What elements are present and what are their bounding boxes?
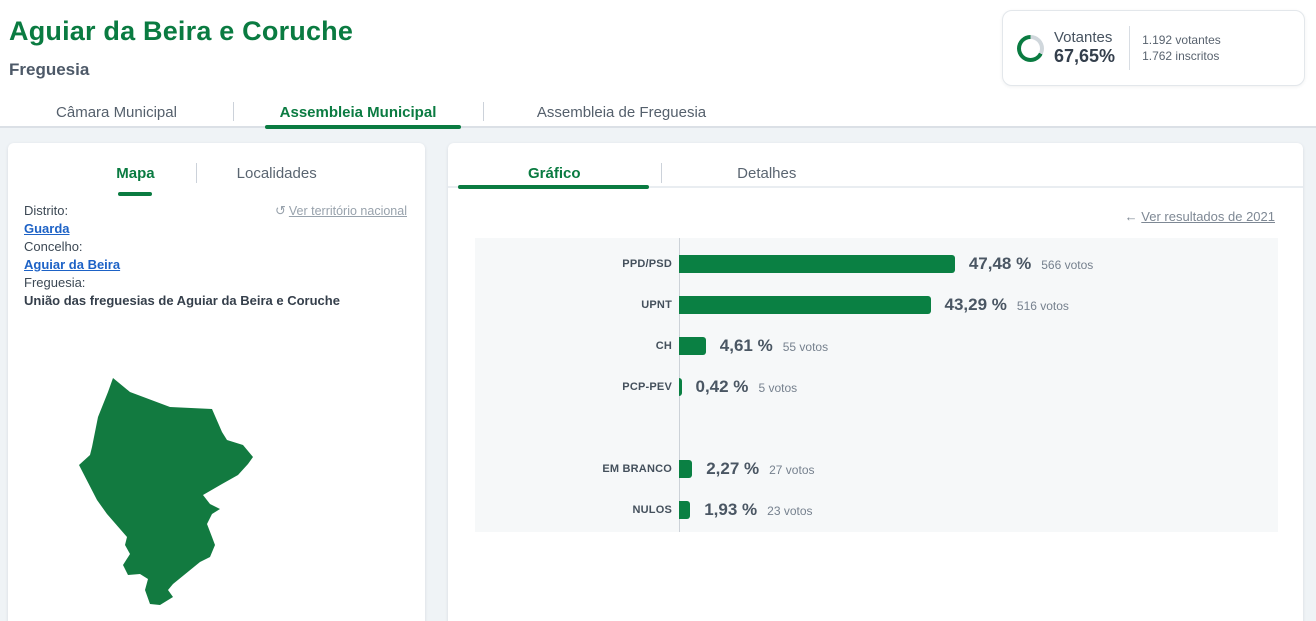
chart-rows: PPD/PSD 47,48 % 566 votos UPNT 43,29 % 516 vo… xyxy=(475,243,1278,530)
bar-percent-label: 0,42 % xyxy=(695,376,749,396)
bar-category-label: UPNT xyxy=(641,298,672,311)
chart-row: EM BRANCO 2,27 % 27 votos xyxy=(475,448,1278,489)
bar xyxy=(679,336,706,355)
page-header: Aguiar da Beira e Coruche Freguesia Vota… xyxy=(0,0,1316,98)
bar xyxy=(679,459,693,478)
back-link-row: ← Ver resultados de 2021 xyxy=(448,188,1303,226)
tab-grafico[interactable]: Gráfico xyxy=(448,160,661,189)
chart-row: NULOS 1,93 % 23 votos xyxy=(475,489,1278,530)
votantes-donut-chart xyxy=(1017,34,1044,62)
chart-row: PCP-PEV 0,42 % 5 votos xyxy=(475,366,1278,407)
bar-category-label: PCP-PEV xyxy=(622,380,672,393)
main-tab-bar: Câmara Municipal Assembleia Municipal As… xyxy=(0,97,1316,129)
bar-votes-label: 516 votos xyxy=(1016,299,1069,313)
inscritos-count: 1.762 inscritos xyxy=(1142,49,1220,63)
bar-votes-label: 566 votos xyxy=(1041,258,1094,272)
rotate-left-icon: ↺ xyxy=(274,204,286,219)
bar-percent-label: 47,48 % xyxy=(968,253,1032,273)
votantes-donut-hole xyxy=(1021,38,1040,58)
bar-percent-label: 1,93 % xyxy=(704,499,758,519)
bar-votes-label: 27 votos xyxy=(769,463,815,477)
freguesia-value: União das freguesias de Aguiar da Beira … xyxy=(24,293,340,308)
ver-territorio-nacional-link[interactable]: ↺ Ver território nacional xyxy=(275,202,407,221)
map-panel: Mapa Localidades ↺ Ver território naciona… xyxy=(8,143,425,621)
back-link-label: Ver resultados de 2021 xyxy=(1141,209,1275,224)
bar-category-label: NULOS xyxy=(632,503,672,516)
chart-row: CH 4,61 % 55 votos xyxy=(475,325,1278,366)
chart-spacer xyxy=(475,407,1278,448)
results-panel-tabs-wrap: Gráfico Detalhes xyxy=(448,143,1303,189)
concelho-link[interactable]: Aguiar da Beira xyxy=(24,257,121,272)
territory-link-label: Ver território nacional xyxy=(288,204,407,218)
bar-category-label: CH xyxy=(655,339,672,352)
distrito-label: Distrito: xyxy=(24,203,69,218)
tab-localidades[interactable]: Localidades xyxy=(195,160,358,186)
freguesia-label: Freguesia: xyxy=(24,275,86,290)
left-arrow-icon: ← xyxy=(1124,209,1138,224)
ver-resultados-2021-link[interactable]: ← Ver resultados de 2021 xyxy=(1125,209,1275,224)
map-region-path xyxy=(79,378,253,605)
bar-votes-label: 5 votos xyxy=(758,381,798,395)
geo-info: ↺ Ver território nacional Distrito: Guard… xyxy=(8,186,425,310)
map-panel-tabs-wrap: Mapa Localidades xyxy=(8,143,425,186)
bar-category-label: PPD/PSD xyxy=(622,257,672,270)
bar-category-label: EM BRANCO xyxy=(602,462,672,475)
votantes-percent: 67,65% xyxy=(1054,46,1116,66)
votantes-label: Votantes xyxy=(1054,29,1113,46)
votantes-card: Votantes 67,65% 1.192 votantes 1.762 ins… xyxy=(1002,10,1305,86)
chart-row: PPD/PSD 47,48 % 566 votos xyxy=(475,243,1278,284)
tab-mapa[interactable]: Mapa xyxy=(75,160,195,186)
chart-row: UPNT 43,29 % 516 votos xyxy=(475,284,1278,325)
tab-detalhes[interactable]: Detalhes xyxy=(660,160,874,186)
votantes-count: 1.192 votantes xyxy=(1142,33,1221,47)
tab-assembleia-de-freguesia[interactable]: Assembleia de Freguesia xyxy=(483,97,760,127)
results-panel-tabs: Gráfico Detalhes xyxy=(448,160,874,189)
bar xyxy=(679,377,682,396)
freguesia-map-shape[interactable] xyxy=(30,357,380,618)
bar xyxy=(679,295,931,314)
results-bar-chart: PPD/PSD 47,48 % 566 votos UPNT 43,29 % 516 vo… xyxy=(475,238,1278,532)
bar-percent-label: 2,27 % xyxy=(706,458,760,478)
bar-percent-label: 4,61 % xyxy=(719,335,773,355)
tab-assembleia-municipal[interactable]: Assembleia Municipal xyxy=(233,97,483,129)
bar xyxy=(679,500,691,519)
concelho-label: Concelho: xyxy=(24,239,83,254)
page-title: Aguiar da Beira e Coruche xyxy=(9,16,354,46)
votantes-summary: Votantes 67,65% xyxy=(1054,29,1115,67)
bar-percent-label: 43,29 % xyxy=(944,294,1007,314)
distrito-link[interactable]: Guarda xyxy=(24,221,70,236)
votantes-details: 1.192 votantes 1.762 inscritos xyxy=(1142,32,1221,64)
page-subtitle: Freguesia xyxy=(9,60,90,79)
map-panel-tabs: Mapa Localidades xyxy=(8,160,425,186)
bar-votes-label: 55 votos xyxy=(782,340,829,354)
votantes-divider xyxy=(1129,26,1131,70)
bar xyxy=(679,254,955,273)
results-panel: Gráfico Detalhes ← Ver resultados de 202… xyxy=(448,143,1303,621)
tab-camara-municipal[interactable]: Câmara Municipal xyxy=(56,103,177,121)
bar-votes-label: 23 votos xyxy=(767,504,813,518)
